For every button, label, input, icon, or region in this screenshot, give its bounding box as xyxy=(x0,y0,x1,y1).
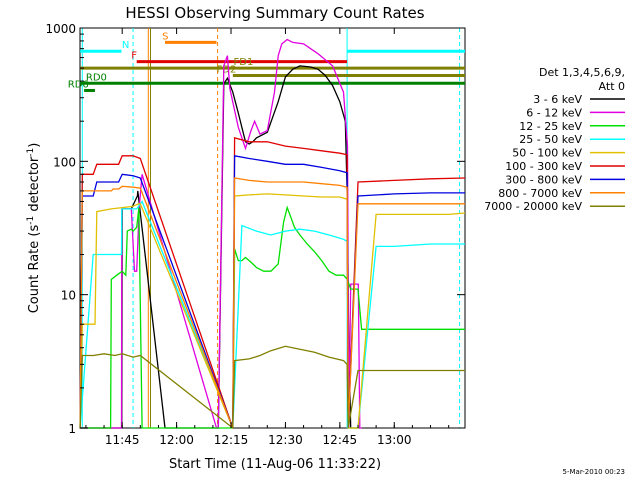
legend-header-line2: Att 0 xyxy=(599,80,625,93)
legend-label-1: 6 - 12 keV xyxy=(526,106,582,119)
flag-label-1: N xyxy=(122,40,129,51)
y-tick-label-0: 1 xyxy=(68,422,76,436)
flag-label-0: S xyxy=(162,31,168,42)
flag-label-5: FD2 xyxy=(217,65,237,76)
y-axis-label-sup2: -1 xyxy=(26,148,36,157)
x-tick-label-2: 12:15 xyxy=(214,433,249,447)
x-tick-label-4: 12:45 xyxy=(323,433,358,447)
legend-header-line1: Det 1,3,4,5,6,9, xyxy=(539,66,625,79)
legend-label-4: 50 - 100 keV xyxy=(512,147,582,160)
x-tick-label-5: 13:00 xyxy=(377,433,412,447)
y-axis-ticks: 1 10 100 1000 xyxy=(45,22,465,436)
legend-label-5: 100 - 300 keV xyxy=(505,160,582,173)
legend-label-6: 300 - 800 keV xyxy=(505,173,582,186)
y-axis-label-part3: ) xyxy=(27,143,42,148)
x-axis-ticks: 11:45 12:00 12:15 12:30 12:45 13:00 xyxy=(85,28,450,447)
flag-label-6: RD0 xyxy=(86,72,107,83)
plot-frame xyxy=(79,27,466,429)
footer-date: 5-Mar-2010 00:23 xyxy=(563,468,625,476)
x-tick-label-1: 12:00 xyxy=(159,433,194,447)
flag-label-2: F xyxy=(131,51,137,62)
legend-label-3: 25 - 50 keV xyxy=(519,133,582,146)
series-line-4 xyxy=(79,193,466,429)
x-tick-label-0: 11:45 xyxy=(105,433,140,447)
flag-label-7: RD6 xyxy=(68,79,89,90)
y-tick-label-2: 100 xyxy=(53,155,76,169)
series-line-2 xyxy=(80,205,465,429)
legend-label-0: 3 - 6 keV xyxy=(533,93,582,106)
x-tick-label-3: 12:30 xyxy=(268,433,303,447)
y-axis-label-part1: Count Rate (s xyxy=(27,225,42,314)
y-tick-label-3: 1000 xyxy=(45,22,76,36)
legend-label-7: 800 - 7000 keV xyxy=(498,187,582,200)
y-axis-label-part2: detector xyxy=(27,156,42,216)
series-line-7 xyxy=(79,177,465,429)
series-group xyxy=(79,38,466,430)
y-tick-label-1: 10 xyxy=(61,289,76,303)
y-axis-label-sup1: -1 xyxy=(26,216,36,225)
x-axis-label: Start Time (11-Aug-06 11:33:22) xyxy=(169,457,381,472)
y-axis-label: Count Rate (s-1 detector-1) xyxy=(26,143,42,314)
chart-title: HESSI Observing Summary Count Rates xyxy=(125,4,424,22)
flag-label-4: FD1 xyxy=(234,57,254,68)
legend-label-2: 12 - 25 keV xyxy=(519,120,582,133)
legend-label-8: 7000 - 20000 keV xyxy=(484,200,582,213)
series-line-8 xyxy=(79,345,465,430)
